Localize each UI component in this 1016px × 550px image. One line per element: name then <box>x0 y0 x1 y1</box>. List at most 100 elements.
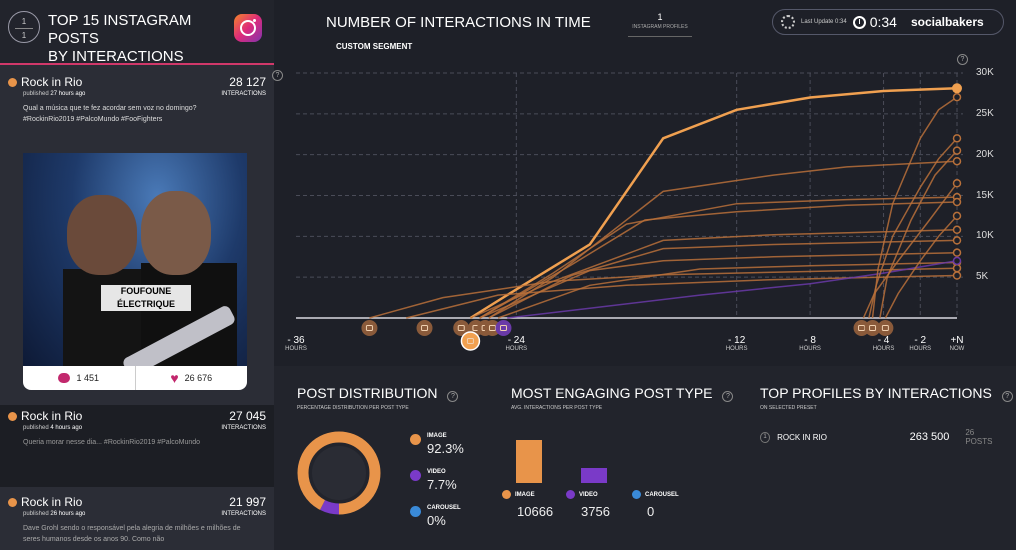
post-author-name: Rock in Rio <box>21 409 83 423</box>
post-marker-2 <box>453 320 470 336</box>
legend-image: IMAGE 92.3% <box>410 433 464 456</box>
post-marker-5 <box>484 320 501 336</box>
instagram-profiles-count[interactable]: 1 INSTAGRAM PROFILES <box>628 12 692 37</box>
post-marker-1 <box>416 320 433 336</box>
series-end-point <box>952 271 962 280</box>
gear-icon[interactable] <box>781 15 795 29</box>
help-icon[interactable]: ? <box>272 70 283 81</box>
engaging-value: 10666 <box>517 504 554 519</box>
instagram-icon <box>8 77 17 87</box>
top-profiles-title: TOP PROFILES BY INTERACTIONS ? <box>760 385 1013 402</box>
post-marker-8 <box>853 320 870 336</box>
help-icon[interactable]: ? <box>1001 391 1013 402</box>
profile-posts: 26 POSTS <box>965 428 993 446</box>
engaging-value: 0 <box>647 504 655 519</box>
series-line-10 <box>507 260 958 319</box>
series-line-8 <box>369 267 958 319</box>
x-tick-unit: HOURS <box>909 346 932 352</box>
comments-value: 1 451 <box>76 373 100 383</box>
post-interactions: 28 127 INTERACTIONS <box>221 75 266 97</box>
app-title-line1: TOP 15 INSTAGRAM POSTS <box>48 12 192 47</box>
custom-segment-label[interactable]: CUSTOM SEGMENT <box>336 42 413 51</box>
post-card-3[interactable]: Rock in Rio published 26 hours ago 21 99… <box>0 493 274 550</box>
divider <box>628 36 692 37</box>
top-profiles-subtitle: ON SELECTED PRESET <box>760 405 817 411</box>
post-card-1[interactable]: Rock in Rio published 27 hours ago 28 12… <box>0 75 274 125</box>
post-text: Dave Grohl sendo o responsável pela aleg… <box>23 525 241 543</box>
x-tick-label: - 24 HOURS <box>496 335 536 352</box>
post-author: Rock in Rio <box>8 409 82 423</box>
timer-value: 0:34 <box>869 14 897 30</box>
y-tick-label: 5K <box>976 271 989 283</box>
published-ago: 4 hours ago <box>50 425 83 431</box>
series-end-point <box>952 248 962 257</box>
series-line-6 <box>479 251 958 319</box>
camera-icon <box>365 325 373 331</box>
likes-value: 26 676 <box>184 373 213 383</box>
published-ago: 27 hours ago <box>50 91 86 97</box>
series-end-point <box>952 211 962 221</box>
help-icon[interactable]: ? <box>957 54 968 65</box>
x-tick-unit: HOURS <box>872 346 895 352</box>
x-tick-label: +N NOW <box>937 335 977 352</box>
top-profile-row[interactable]: 1 ROCK IN RIO 263 500 26 POSTS <box>760 428 1000 446</box>
image-icon <box>410 434 421 445</box>
timer: 0:34 <box>852 14 897 30</box>
post-marker-10 <box>877 320 894 336</box>
interactions-value: 21 997 <box>229 495 266 509</box>
series-line-11 <box>871 96 958 319</box>
camera-icon <box>499 325 507 331</box>
interactions-chart <box>296 72 963 351</box>
series-line-14 <box>862 182 958 319</box>
series-end-point <box>952 146 962 155</box>
x-tick-label: - 36 HOURS <box>276 335 316 352</box>
series-line-7 <box>497 261 958 319</box>
post-distribution-subtitle: PERCENTAGE DISTRIBUTION PER POST TYPE <box>297 405 409 411</box>
page-indicator[interactable]: 1 1 <box>8 11 40 43</box>
post-published: published 26 hours ago <box>23 511 85 517</box>
series-end-point <box>952 236 962 245</box>
bottom-panel <box>274 366 1016 550</box>
series-line-0 <box>469 87 958 320</box>
engaging-header: MOST ENGAGING POST TYPE ? AVG. INTERACTI… <box>511 385 734 411</box>
x-tick-unit: HOURS <box>799 346 821 352</box>
donut-hole <box>312 446 366 500</box>
legend-value: 92.3% <box>427 441 464 456</box>
image-icon <box>502 490 511 499</box>
top-profiles-header: TOP PROFILES BY INTERACTIONS ? ON SELECT… <box>760 385 1013 411</box>
camera-icon <box>881 325 889 331</box>
post-author: Rock in Rio <box>8 495 85 509</box>
post-text: Qual a música que te fez acordar sem voz… <box>23 105 197 123</box>
series-end-point <box>952 134 962 143</box>
app-title: TOP 15 INSTAGRAM POSTS BY INTERACTIONS <box>48 12 238 66</box>
engaging-bar-0 <box>516 440 542 483</box>
help-icon[interactable]: ? <box>447 391 459 402</box>
distribution-donut <box>297 431 381 515</box>
post-marker-7 <box>460 331 481 351</box>
profiles-count-label: INSTAGRAM PROFILES <box>632 24 688 30</box>
help-icon[interactable]: ? <box>722 391 734 402</box>
video-icon <box>410 470 421 481</box>
last-update: Last Update 0:34 <box>801 19 847 25</box>
camera-icon <box>858 325 866 331</box>
engaging-title: MOST ENGAGING POST TYPE ? <box>511 385 734 402</box>
post-author-name: Rock in Rio <box>21 75 83 89</box>
interactions-value: 28 127 <box>229 75 266 89</box>
published-label: published <box>23 91 49 97</box>
post-published: published 27 hours ago <box>23 91 85 97</box>
post-card-2[interactable]: Rock in Rio published 4 hours ago 27 045… <box>0 405 274 487</box>
post-photo[interactable]: FOUFOUNE ÉLECTRIQUE <box>23 153 247 378</box>
series-line-13 <box>879 150 958 319</box>
app-title-line2: BY INTERACTIONS <box>48 48 184 65</box>
published-label: published <box>23 511 49 517</box>
top-profiles-title-text: TOP PROFILES BY INTERACTIONS <box>760 385 992 401</box>
camera-icon <box>466 338 474 344</box>
post-distribution-header: POST DISTRIBUTION ? PERCENTAGE DISTRIBUT… <box>297 385 459 411</box>
engaging-type-label: CAROUSEL <box>645 491 679 498</box>
post-marker-0 <box>361 320 378 336</box>
page-indicator-current: 1 <box>21 17 27 26</box>
x-tick-label: - 4 HOURS <box>864 335 904 352</box>
x-tick-value: - 24 <box>507 335 525 346</box>
post-marker-9 <box>864 320 881 336</box>
camera-icon <box>869 325 877 331</box>
